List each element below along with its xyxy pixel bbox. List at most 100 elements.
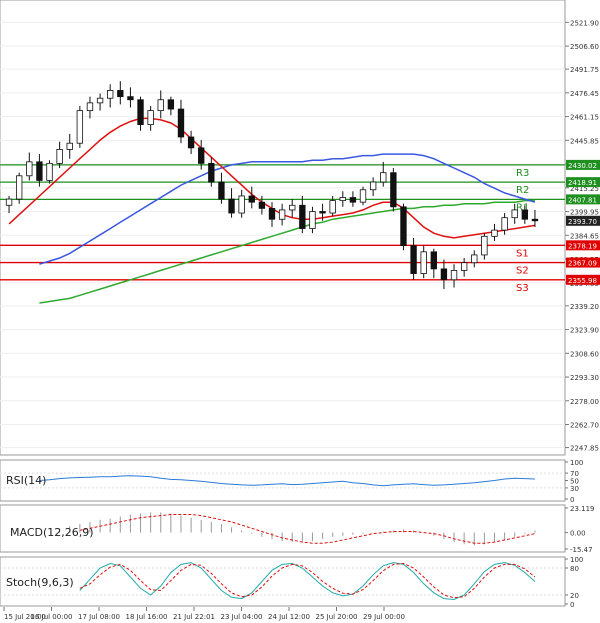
y-tick-label: 2491.75 (570, 66, 599, 74)
candle-body (228, 198, 235, 214)
sub-y-tick-label: 20 (570, 592, 579, 600)
y-tick-label: 2384.65 (570, 232, 599, 240)
level-badge-s2 (566, 257, 600, 268)
candle-body (117, 90, 124, 98)
candle-body (491, 229, 498, 237)
candle-body (238, 195, 245, 214)
candle-body (96, 97, 104, 104)
ma-slow-line (39, 199, 535, 304)
y-tick-label: 2521.90 (570, 19, 599, 27)
x-tick-label: 24 Jul 12:00 (268, 613, 310, 621)
candle-body (440, 268, 448, 281)
candle-body (410, 245, 417, 274)
sub-y-tick-label: 0.00 (570, 530, 586, 538)
candle-body (359, 189, 367, 203)
candle-body (137, 99, 144, 125)
current-price-badge (566, 215, 600, 226)
candle-body (268, 207, 276, 220)
stoch-d-line (79, 562, 536, 599)
sub-y-tick-label: -15.47 (570, 546, 593, 554)
level-value-s2: 2367.09 (568, 260, 597, 268)
x-tick-label: 16 Jul 00:00 (31, 613, 73, 621)
candle-body (157, 99, 164, 112)
candle-body (309, 211, 316, 229)
candle-body (339, 197, 346, 202)
candle-body (218, 181, 225, 200)
ma-mid-line (39, 153, 536, 265)
stoch-title: Stoch(9,6,3) (6, 576, 74, 589)
y-tick-label: 2506.60 (570, 43, 599, 51)
candle-body (187, 136, 195, 149)
level-value-r2: 2418.91 (568, 179, 597, 187)
candle-body (26, 161, 33, 177)
candles (5, 81, 539, 290)
x-tick-label: 25 Jul 20:00 (316, 613, 358, 621)
level-value-r3: 2430.02 (568, 162, 597, 170)
level-badge-r2 (566, 177, 600, 188)
sub-y-tick-label: 50 (570, 478, 579, 486)
macd-panel-frame (0, 504, 566, 553)
x-tick-label: 18 Jul 16:00 (126, 613, 168, 621)
candle-body (390, 172, 397, 208)
level-value-r1: 2407.81 (568, 196, 597, 204)
candle-body (481, 235, 488, 256)
x-tick-label: 21 Jul 22:01 (173, 613, 215, 621)
level-value-s1: 2378.19 (568, 242, 597, 250)
candle-body (501, 217, 508, 231)
candle-body (66, 142, 73, 150)
stoch-panel-frame (0, 556, 566, 607)
level-name-s3: S3 (516, 283, 529, 294)
candle-body (36, 161, 43, 181)
sub-y-tick-label: 70 (570, 470, 579, 478)
candle-body (198, 147, 205, 164)
price-panel-frame (0, 0, 566, 456)
sub-y-tick-label: 100 (570, 556, 583, 564)
y-tick-label: 2445.85 (570, 137, 599, 145)
level-value-s3: 2355.98 (568, 277, 597, 285)
candle-body (107, 90, 114, 99)
candle-body (5, 198, 13, 206)
candle-body (76, 110, 84, 144)
candle-body (450, 270, 458, 281)
level-badge-s1 (566, 240, 600, 251)
grid-lines (0, 21, 565, 449)
rsi-panel-frame (0, 459, 566, 502)
candle-body (208, 162, 215, 183)
y-tick-label: 2323.90 (570, 327, 599, 335)
candle-body (15, 175, 23, 200)
y-tick-label: 2461.15 (570, 114, 599, 122)
candle-body (258, 201, 266, 209)
level-badge-r3 (566, 159, 600, 170)
y-tick-label: 2339.20 (570, 303, 599, 311)
sub-y-tick-label: 23.119 (570, 505, 595, 513)
sub-y-tick-label: 0 (570, 601, 574, 609)
x-tick-label: 29 Jul 00:00 (363, 613, 405, 621)
candle-body (521, 209, 529, 220)
candle-body (369, 181, 377, 191)
y-tick-label: 2476.45 (570, 90, 599, 98)
candle-body (511, 209, 518, 219)
x-tick-label: 17 Jul 08:00 (78, 613, 120, 621)
level-name-r1: R1 (516, 202, 529, 213)
candle-body (420, 251, 427, 274)
candle-body (248, 195, 255, 203)
level-badge-r1 (566, 194, 600, 205)
pivot-levels: R3 R2 R1 S1 S2 S3 (0, 164, 565, 294)
level-name-r3: R3 (516, 168, 529, 179)
candle-body (471, 254, 478, 264)
candle-body (289, 204, 296, 211)
level-name-r2: R2 (516, 185, 529, 196)
y-tick-label: 2308.60 (570, 350, 599, 358)
level-name-s2: S2 (516, 266, 529, 277)
sub-y-tick-label: 80 (570, 565, 579, 573)
candle-body (167, 99, 175, 110)
candle-body (177, 108, 185, 138)
candle-body (127, 96, 134, 101)
level-badge-s3 (566, 274, 600, 285)
candle-body (86, 102, 94, 112)
candle-body (299, 204, 306, 229)
candle-body (400, 206, 407, 247)
